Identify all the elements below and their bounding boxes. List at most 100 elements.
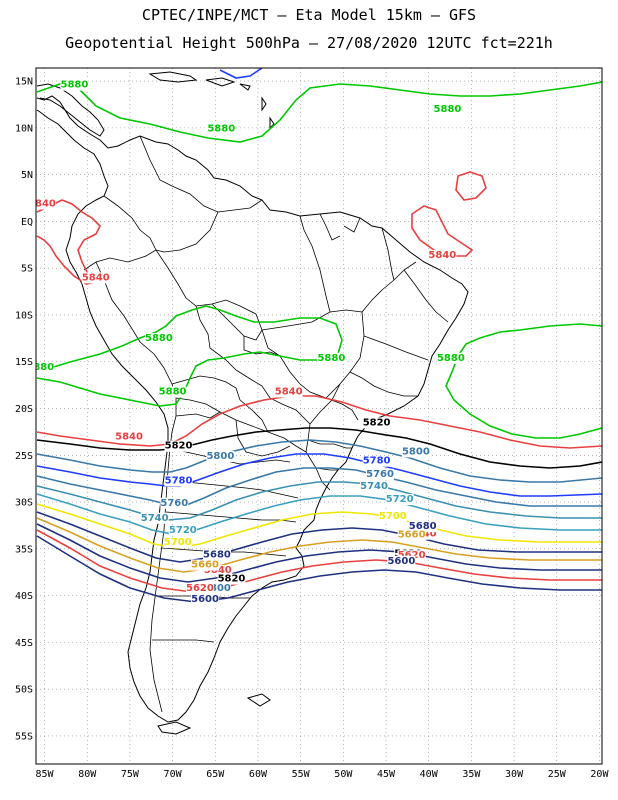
contour-label-bg [185,582,214,594]
contour-label-5880: 5880 [437,353,465,364]
lat-tick-label: 55S [15,731,33,742]
contour-5880-atlantic [445,323,602,439]
contour-label-bg [160,497,189,509]
contour-label-5840: 5840 [428,250,456,261]
lon-tick-label: 55W [292,769,311,780]
lat-tick-label: 10S [15,310,33,321]
contour-north-blue [219,68,263,79]
contour-label-5680: 5680 [203,549,231,560]
contour-label-5840: 5840 [82,272,110,283]
contour-label-5740: 5740 [360,481,388,492]
contour-label-bg [163,537,192,549]
lat-tick-label: 50S [15,685,33,696]
contour-label-bg [158,386,187,398]
contour-label-bg [60,79,89,91]
lon-tick-label: 85W [36,769,55,780]
contour-label-5600: 5600 [191,594,219,605]
contour-label-5780: 5780 [363,456,391,467]
lon-tick-label: 35W [462,769,481,780]
lat-tick-label: 15S [15,357,33,368]
lat-tick-label: 5S [21,264,33,275]
contour-label-5880: 5880 [434,104,462,115]
contour-label-bg [362,455,391,467]
lon-tick-label: 45W [377,769,396,780]
contour-5600 [36,535,602,603]
contour-label-5840: 5840 [115,431,143,442]
lat-tick-label: 20S [15,404,33,415]
contour-label-5660: 5660 [191,560,219,571]
contour-label-bg [428,249,457,261]
contour-label-5720: 5720 [386,494,414,505]
lon-tick-label: 75W [121,769,140,780]
lat-tick-label: 30S [15,498,33,509]
contour-label-bg [36,362,55,374]
contour-5840-west [36,199,101,285]
contour-label-5620: 5620 [398,550,426,561]
contour-label-5840: 5840 [28,198,56,209]
lat-tick-label: 35S [15,544,33,555]
contour-label-5880: 5880 [145,333,173,344]
contour-label-5740: 5740 [141,513,169,524]
contour-5720 [36,493,602,535]
contour-label-bg [206,451,235,463]
caribbean-islands [148,71,275,130]
contour-label-5800: 5800 [203,583,231,594]
contour-label-bg [203,565,232,577]
tierra-del-fuego [157,721,192,735]
contour-5780 [36,453,602,497]
contour-label-5760: 5760 [366,469,394,480]
contour-label-bg [385,494,414,506]
country-borders [83,135,449,713]
contour-5840-blob1 [455,171,487,201]
contour-label-bg [436,352,465,364]
contour-label-bg [387,555,416,567]
contour-label-bg [217,573,246,585]
contour-label-bg [191,559,220,571]
contour-label-bg [401,446,430,458]
contour-label-5780: 5780 [165,475,193,486]
contour-label-5820: 5820 [218,574,246,585]
contour-label-5820: 5820 [165,441,193,452]
contour-label-bg [202,582,231,594]
lon-tick-label: 65W [206,769,225,780]
lat-tick-label: 25S [15,451,33,462]
contour-label-5680: 5680 [409,521,437,532]
contour-label-5700: 5700 [164,537,192,548]
lat-tick-label: 45S [15,638,33,649]
contour-label-bg [360,480,389,492]
contour-label-bg [378,510,407,522]
contour-5740 [36,481,602,521]
contour-label-5800: 5800 [206,451,234,462]
lon-tick-label: 20W [590,769,609,780]
contour-label-bg [408,521,437,533]
lat-lon-grid [36,68,602,764]
contour-label-bg [144,333,173,345]
contour-label-bg [202,549,231,561]
contour-5820 [36,427,602,469]
contour-label-5660: 5660 [398,530,426,541]
contour-label-bg [164,475,193,487]
contour-label-bg [397,550,426,562]
contour-label-bg [433,103,462,115]
contour-5680 [36,511,602,563]
contour-label-bg [191,594,220,606]
contour-label-5880: 5880 [159,386,187,397]
lat-tick-label: 5N [21,170,33,181]
contour-label-bg [168,524,197,536]
contour-label-bg [366,468,395,480]
contour-label-bg [81,272,110,284]
contour-label-5880: 5880 [207,124,235,135]
lon-tick-label: 60W [249,769,268,780]
contour-5840-blob2 [411,205,474,257]
contour-5800 [36,439,602,483]
lat-tick-label: 10N [15,123,33,134]
contour-label-5600: 5600 [387,556,415,567]
lon-tick-label: 30W [505,769,524,780]
contour-5700 [36,503,602,549]
contour-label-bg [397,529,426,541]
lat-tick-label: 15N [15,77,33,88]
contour-labels: 5880 5880 5880 5880 5880 5880 5880 5880 5840 5840… [28,79,465,606]
contour-label-bg [36,198,56,210]
contour-label-5880: 5880 [317,353,345,364]
contour-label-5620: 5620 [186,583,214,594]
